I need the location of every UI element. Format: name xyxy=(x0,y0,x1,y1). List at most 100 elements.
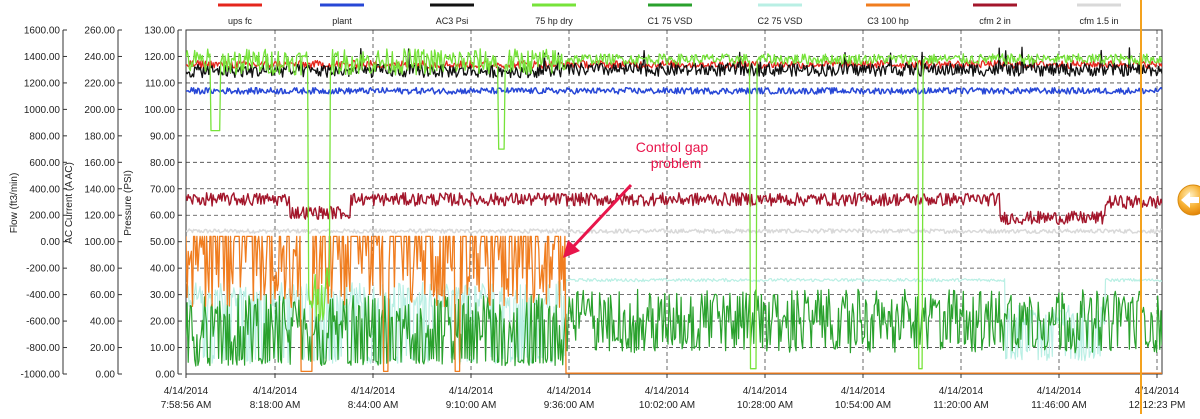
y-tick-label: 80.00 xyxy=(150,158,175,169)
legend-label: 75 hp dry xyxy=(535,16,573,26)
y-tick-label: 20.00 xyxy=(90,343,115,354)
series-line-75-hp-dry xyxy=(186,48,1162,370)
legend-label: C3 100 hp xyxy=(867,16,909,26)
x-tick-time: 11:20:00 AM xyxy=(933,400,988,411)
x-tick-date: 4/14/2014 xyxy=(1037,386,1082,397)
y-tick-label: 40.00 xyxy=(90,317,115,328)
x-tick-time: 10:02:00 AM xyxy=(639,400,695,411)
y-tick-label: 200.00 xyxy=(29,211,60,222)
x-tick-time: 9:10:00 AM xyxy=(446,400,497,411)
series-line-plant xyxy=(186,86,1162,95)
y-tick-label: 600.00 xyxy=(29,158,60,169)
x-tick-date: 4/14/2014 xyxy=(449,386,494,397)
x-tick-time: 8:18:00 AM xyxy=(250,400,301,411)
arrow-left-icon xyxy=(1181,192,1199,208)
y-tick-label: 260.00 xyxy=(84,26,115,37)
y-tick-label: 200.00 xyxy=(84,105,115,116)
x-tick-date: 4/14/2014 xyxy=(547,386,592,397)
y-axis-2: 260.00 240.00 220.00 200.00 180.00 160.00 140.… xyxy=(64,26,122,381)
y-axis-3: 130.00 120.00 110.00 100.00 90.00 80.00 70.00 6… xyxy=(123,26,182,381)
y-tick-label: 0.00 xyxy=(156,370,176,381)
x-tick-date: 4/14/2014 xyxy=(351,386,396,397)
legend-label: ups fc xyxy=(228,16,253,26)
series-line-cfm-2-in xyxy=(186,192,1162,226)
y-tick-label: -400.00 xyxy=(26,290,60,301)
y-axis-1: 1600.00 1400.00 1200.00 1000.00 800.00 600.00… xyxy=(9,26,67,381)
y-tick-label: 10.00 xyxy=(150,343,175,354)
y-tick-label: 100.00 xyxy=(144,105,175,116)
y-tick-label: 800.00 xyxy=(29,131,60,142)
annotation-arrow xyxy=(570,183,633,250)
x-axis: 4/14/2014 7:58:56 AM 4/14/2014 8:18:00 AM 4/… xyxy=(161,374,1186,411)
legend-item: plant xyxy=(320,3,364,26)
y-tick-label: 70.00 xyxy=(150,184,175,195)
x-tick-time: 11:46:00 AM xyxy=(1031,400,1086,411)
x-tick-date: 4/14/2014 xyxy=(645,386,690,397)
x-tick-time: 8:44:00 AM xyxy=(348,400,399,411)
series-line-c1-75-vsd xyxy=(186,288,1162,367)
annotation-line-1: Control gap xyxy=(636,139,709,155)
x-tick-date: 4/14/2014 xyxy=(1135,386,1180,397)
y-tick-label: 120.00 xyxy=(144,52,175,63)
x-tick-time: 12:12:23 PM xyxy=(1129,400,1186,411)
x-tick-date: 4/14/2014 xyxy=(253,386,298,397)
x-tick-time: 7:58:56 AM xyxy=(161,400,212,411)
series-line-cfm-1-5-in xyxy=(186,228,1162,234)
legend-item: 75 hp dry xyxy=(532,3,576,26)
y-tick-label: 20.00 xyxy=(150,317,175,328)
scroll-nav-button[interactable] xyxy=(1177,184,1200,216)
legend-item: C1 75 VSD xyxy=(647,3,693,26)
x-tick-date: 4/14/2014 xyxy=(939,386,984,397)
x-tick-time: 10:28:00 AM xyxy=(737,400,793,411)
y-tick-label: 1400.00 xyxy=(24,52,61,63)
x-tick-date: 4/14/2014 xyxy=(743,386,788,397)
y-tick-label: 60.00 xyxy=(150,211,175,222)
legend-label: cfm 2 in xyxy=(979,16,1011,26)
legend: ups fc plant AC3 Psi 75 hp dry C1 75 VSD C2 7… xyxy=(218,3,1121,26)
y-tick-label: 0.00 xyxy=(96,370,116,381)
y-tick-label: 30.00 xyxy=(150,290,175,301)
annotation-arrowhead xyxy=(563,240,580,258)
y-tick-label: -1000.00 xyxy=(21,370,61,381)
x-tick-date: 4/14/2014 xyxy=(841,386,886,397)
y-axis-title: AC Current (A AC) xyxy=(64,162,75,244)
y-tick-label: 60.00 xyxy=(90,290,115,301)
y-tick-label: 100.00 xyxy=(84,237,115,248)
legend-label: C1 75 VSD xyxy=(647,16,693,26)
y-tick-label: 1600.00 xyxy=(24,26,61,37)
y-tick-label: 400.00 xyxy=(29,184,60,195)
y-tick-label: 220.00 xyxy=(84,78,115,89)
annotation: Control gap problem xyxy=(563,139,708,258)
legend-item: AC3 Psi xyxy=(430,3,474,26)
series-line-c2-75-vsd xyxy=(186,277,1162,364)
axes: 1600.00 1400.00 1200.00 1000.00 800.00 600.00… xyxy=(9,26,182,381)
y-tick-label: 50.00 xyxy=(150,237,175,248)
x-tick-date: 4/14/2014 xyxy=(164,386,209,397)
y-tick-label: 140.00 xyxy=(84,184,115,195)
x-tick-time: 10:54:00 AM xyxy=(835,400,891,411)
legend-label: AC3 Psi xyxy=(436,16,469,26)
legend-item: cfm 1.5 in xyxy=(1077,3,1121,26)
legend-item: C3 100 hp xyxy=(866,3,910,26)
y-tick-label: -800.00 xyxy=(26,343,60,354)
y-tick-label: 1200.00 xyxy=(24,78,61,89)
series-line-c3-100-hp xyxy=(186,235,1162,374)
y-tick-label: 80.00 xyxy=(90,264,115,275)
y-tick-label: -600.00 xyxy=(26,317,60,328)
y-tick-label: 240.00 xyxy=(84,52,115,63)
y-tick-label: 120.00 xyxy=(84,211,115,222)
legend-label: C2 75 VSD xyxy=(757,16,803,26)
y-tick-label: 110.00 xyxy=(145,78,175,89)
y-tick-label: 130.00 xyxy=(144,26,175,37)
y-tick-label: 0.00 xyxy=(41,237,61,248)
y-tick-label: 40.00 xyxy=(150,264,175,275)
y-axis-title: Flow (ft3/min) xyxy=(9,173,20,234)
y-tick-label: -200.00 xyxy=(26,264,60,275)
series-group xyxy=(186,46,1162,374)
legend-item: ups fc xyxy=(218,3,262,26)
y-tick-label: 180.00 xyxy=(84,131,115,142)
y-axis-title: Pressure (PSI) xyxy=(123,170,134,236)
y-tick-label: 160.00 xyxy=(84,158,115,169)
